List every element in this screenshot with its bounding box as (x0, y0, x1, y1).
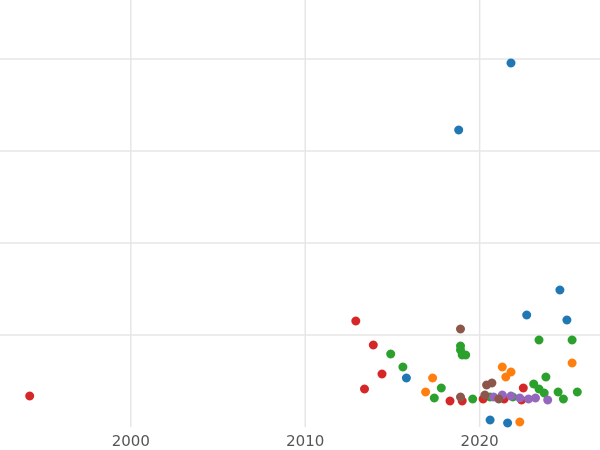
x-tick-label: 2000 (112, 432, 150, 450)
data-point[interactable] (436, 383, 446, 393)
data-point[interactable] (456, 392, 465, 402)
data-point[interactable] (487, 378, 497, 388)
series-1 (401, 58, 572, 428)
data-point[interactable] (553, 387, 563, 397)
data-point[interactable] (428, 373, 438, 383)
data-point[interactable] (429, 393, 439, 403)
data-point[interactable] (543, 395, 553, 405)
data-point[interactable] (567, 358, 577, 368)
data-point[interactable] (454, 125, 464, 135)
data-point[interactable] (25, 391, 35, 401)
data-point[interactable] (494, 394, 504, 404)
data-point[interactable] (572, 387, 582, 397)
data-point[interactable] (558, 394, 568, 404)
data-point[interactable] (501, 372, 511, 382)
data-point[interactable] (386, 349, 396, 359)
x-tick-label: 2010 (286, 432, 324, 450)
series-4 (25, 316, 528, 406)
data-point[interactable] (485, 415, 495, 425)
data-point[interactable] (445, 396, 455, 406)
points-layer (25, 58, 582, 428)
data-point[interactable] (531, 393, 540, 403)
data-point[interactable] (562, 315, 572, 325)
data-point[interactable] (377, 369, 387, 379)
data-point[interactable] (480, 390, 490, 400)
data-point[interactable] (421, 387, 431, 397)
data-point[interactable] (461, 350, 471, 360)
data-point[interactable] (515, 417, 525, 427)
data-point[interactable] (567, 335, 577, 345)
series-6 (456, 324, 504, 404)
grid-layer (0, 0, 600, 427)
data-point[interactable] (539, 388, 549, 398)
data-point[interactable] (401, 373, 411, 383)
data-point[interactable] (522, 310, 532, 320)
data-point[interactable] (534, 335, 544, 345)
x-axis-ticks: 2000 2010 2020 (112, 432, 499, 450)
data-point[interactable] (506, 391, 516, 401)
data-point[interactable] (468, 394, 478, 404)
data-point[interactable] (351, 316, 361, 326)
data-point[interactable] (524, 394, 533, 404)
data-point[interactable] (541, 372, 551, 382)
data-point[interactable] (368, 340, 378, 350)
data-point[interactable] (398, 362, 408, 372)
data-point[interactable] (506, 58, 516, 68)
series-2 (421, 358, 577, 427)
data-point[interactable] (555, 285, 565, 295)
data-point[interactable] (518, 383, 528, 393)
x-tick-label: 2020 (461, 432, 499, 450)
data-point[interactable] (360, 384, 369, 394)
data-point[interactable] (497, 362, 507, 372)
data-point[interactable] (456, 324, 465, 334)
data-point[interactable] (503, 418, 513, 428)
series-5 (489, 390, 553, 405)
data-point[interactable] (515, 393, 525, 403)
